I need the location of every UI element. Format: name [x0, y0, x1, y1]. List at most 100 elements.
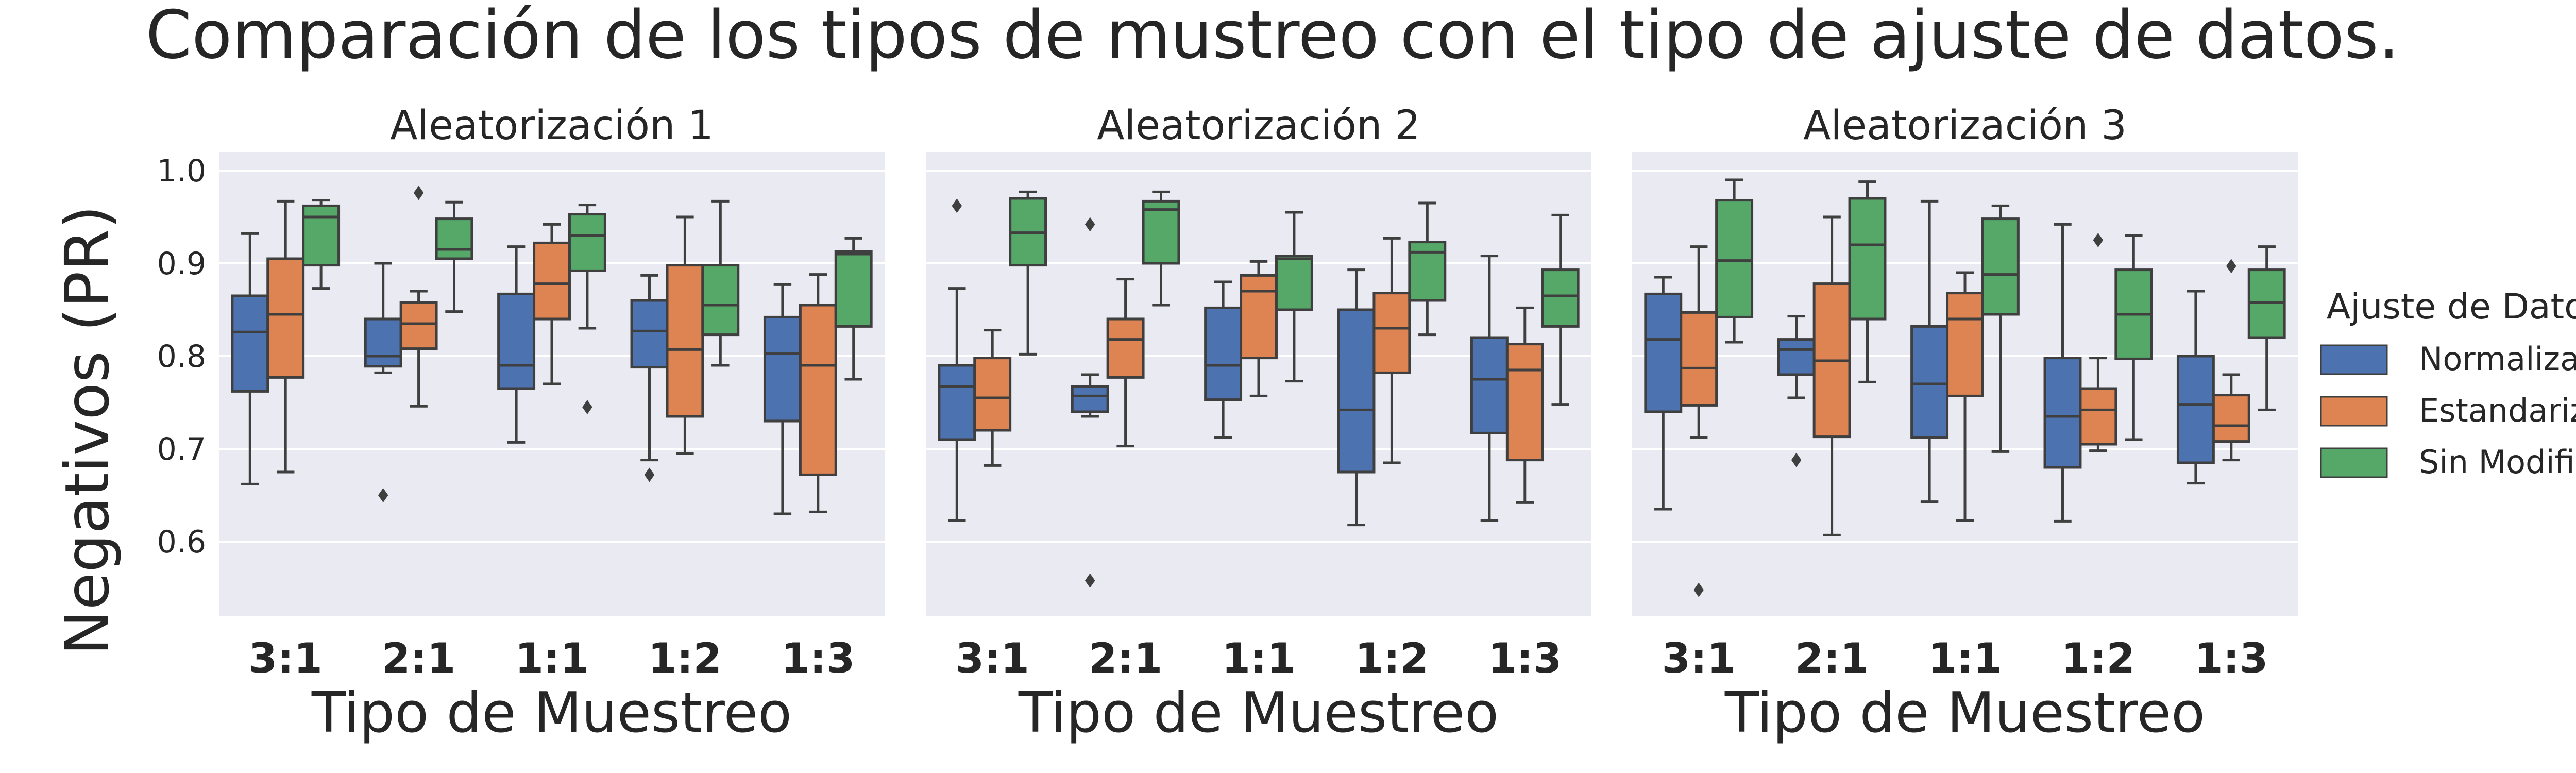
panel-title: Aleatorización 2: [1097, 103, 1420, 149]
box-1:3: [1541, 213, 1580, 406]
x-tick-label: 3:1: [249, 634, 323, 682]
box-2:1: [1777, 315, 1816, 467]
panel-title: Aleatorización 1: [390, 103, 714, 149]
legend-swatch-2: [2320, 396, 2388, 427]
box-iqr: [302, 204, 341, 267]
box-3:1: [1715, 178, 1754, 344]
box-1:3: [799, 273, 837, 513]
box-1:1: [497, 245, 536, 444]
y-tick-label: 0.7: [157, 431, 206, 467]
box-2:1: [435, 200, 473, 313]
y-tick-label: 0.6: [157, 524, 206, 560]
legend-swatch-3: [2320, 447, 2388, 478]
legend-title: Ajuste de Datos: [2327, 287, 2576, 327]
box-iqr: [1715, 199, 1754, 318]
box-iqr: [666, 264, 704, 418]
box-1:3: [1470, 255, 1509, 522]
box-1:2: [2079, 233, 2117, 452]
box-iqr: [2043, 357, 2082, 469]
y-axis-label: Negativos (PR): [52, 205, 123, 655]
outlier-point: [952, 198, 962, 213]
box-iqr: [1541, 268, 1580, 328]
box-iqr: [1680, 311, 1718, 407]
outlier-point: [644, 467, 655, 482]
box-iqr: [231, 294, 269, 393]
outlier-point: [1693, 582, 1704, 597]
box-iqr: [1505, 343, 1544, 462]
x-axis-label: Tipo de Muestreo: [311, 681, 792, 745]
legend-label-3: Sin Modificación: [2419, 443, 2576, 481]
outlier-point: [2093, 233, 2104, 247]
outlier-point: [2226, 259, 2236, 274]
box-3:1: [231, 232, 269, 485]
box-1:1: [568, 204, 606, 414]
box-iqr: [1372, 292, 1411, 374]
box-1:1: [1981, 204, 2020, 453]
box-iqr: [1946, 292, 1984, 397]
box-iqr: [2247, 268, 2286, 339]
box-1:1: [1240, 260, 1278, 397]
box-iqr: [435, 217, 473, 260]
box-iqr: [1275, 255, 1313, 311]
figure-title: Comparación de los tipos de mustreo con …: [146, 0, 2400, 74]
box-iqr: [1071, 385, 1109, 413]
x-tick-label: 1:2: [2061, 634, 2135, 682]
box-2:1: [1071, 217, 1109, 588]
box-1:2: [2114, 234, 2153, 441]
box-iqr: [497, 292, 536, 390]
box-1:1: [1946, 271, 1984, 522]
panel-title: Aleatorización 3: [1803, 103, 2127, 149]
box-1:3: [834, 237, 873, 381]
box-iqr: [938, 364, 976, 441]
box-iqr: [399, 301, 438, 350]
box-3:1: [1680, 245, 1718, 597]
outlier-point: [413, 186, 424, 200]
box-3:1: [1009, 190, 1047, 356]
box-iqr: [1470, 336, 1509, 434]
panel-1: Aleatorización 1 0.6 0.7 0.8 0.9 1.0 3:1 2:1 1:1…: [157, 103, 885, 745]
box-iqr: [763, 315, 802, 423]
legend-label-2: Estandarizados: [2419, 392, 2576, 429]
y-tick-label: 1.0: [157, 153, 206, 189]
box-3:1: [1644, 276, 1683, 511]
box-2:1: [399, 186, 438, 408]
box-iqr: [630, 299, 669, 369]
x-tick-label: 1:3: [1488, 634, 1562, 682]
box-iqr: [266, 257, 305, 379]
box-iqr: [1644, 292, 1683, 413]
box-3:1: [302, 199, 341, 290]
box-iqr: [834, 250, 873, 328]
x-axis-label: Tipo de Muestreo: [1724, 681, 2205, 745]
x-tick-label: 3:1: [1662, 634, 1736, 682]
box-iqr: [1848, 197, 1887, 321]
box-iqr: [973, 357, 1012, 432]
outlier-point: [378, 488, 388, 502]
x-tick-label: 1:1: [1928, 634, 2002, 682]
box-1:2: [1408, 201, 1447, 337]
box-iqr: [799, 304, 837, 476]
x-tick-label: 2:1: [1795, 634, 1869, 682]
box-iqr: [1408, 241, 1447, 302]
box-2:1: [1106, 278, 1145, 448]
box-iqr: [1337, 308, 1376, 474]
box-iqr: [533, 241, 571, 321]
box-3:1: [266, 199, 305, 474]
box-iqr: [1981, 217, 2020, 316]
box-iqr: [2212, 394, 2250, 443]
x-tick-label: 1:3: [781, 634, 855, 682]
x-tick-label: 2:1: [1089, 634, 1162, 682]
x-tick-label: 1:3: [2194, 634, 2268, 682]
box-iqr: [1106, 317, 1145, 379]
x-axis-label: Tipo de Muestreo: [1018, 681, 1499, 745]
box-2:1: [1142, 190, 1180, 307]
box-1:3: [2212, 259, 2250, 462]
box-3:1: [973, 329, 1012, 467]
y-tick-label: 0.9: [157, 246, 206, 282]
box-iqr: [2176, 355, 2215, 464]
box-iqr: [1910, 325, 1949, 439]
box-1:3: [2176, 290, 2215, 485]
outlier-point: [1791, 452, 1802, 467]
box-2:1: [1812, 215, 1851, 536]
